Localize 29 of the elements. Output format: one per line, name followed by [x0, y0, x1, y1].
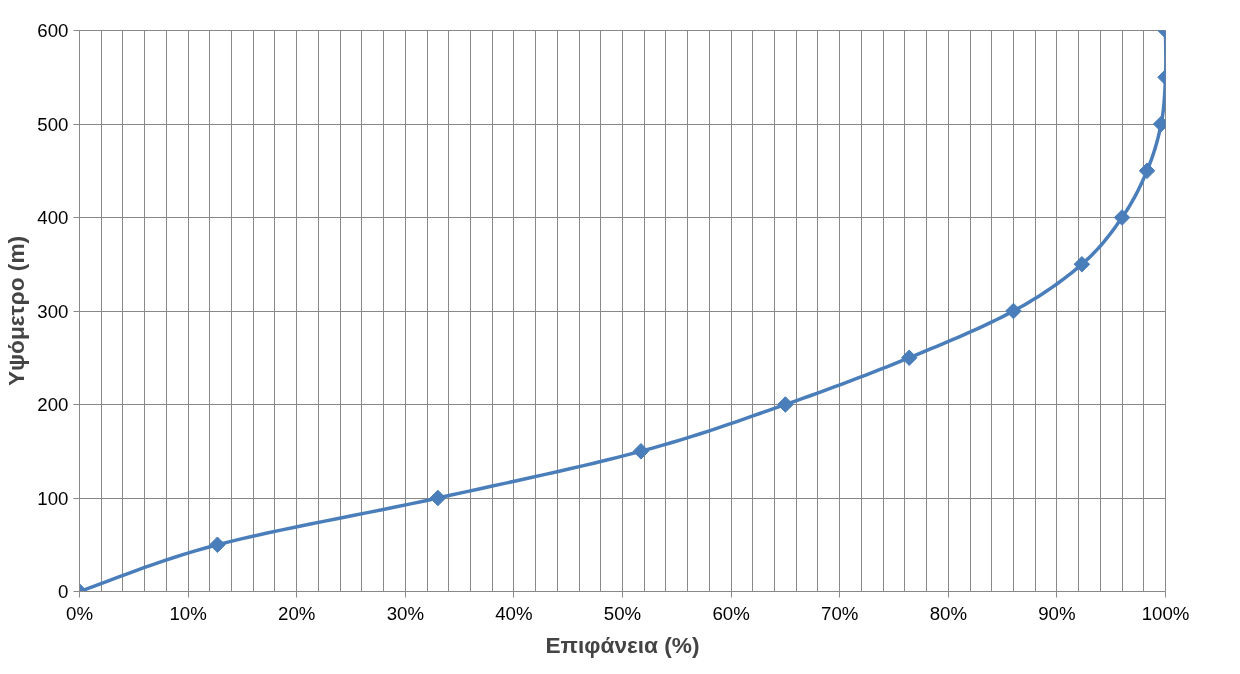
x-tick-label: 60%	[712, 602, 750, 624]
y-tick-label: 400	[37, 207, 69, 228]
x-tick-label: 100%	[1141, 602, 1190, 624]
x-tick-label: 0%	[66, 602, 93, 624]
x-tick-label: 30%	[386, 602, 424, 624]
y-tick-label: 0	[58, 581, 69, 602]
point	[632, 442, 650, 460]
point	[429, 489, 447, 507]
y-tick-label: 500	[37, 113, 69, 135]
x-tick-label: 40%	[495, 602, 533, 624]
y-tick-label: 100	[37, 487, 69, 509]
point	[777, 396, 794, 413]
point	[209, 536, 226, 554]
y-axis-title: Υψόμετρο (m)	[3, 235, 30, 387]
point	[1005, 302, 1022, 320]
point	[1138, 162, 1156, 180]
point	[1073, 255, 1091, 273]
point	[1113, 209, 1131, 226]
x-tick-label: 80%	[929, 602, 967, 624]
y-tick-label: 200	[37, 394, 69, 415]
x-axis-title: Επιφάνεια (%)	[545, 631, 700, 658]
x-tick-label: 10%	[169, 602, 207, 624]
x-tick-label: 90%	[1038, 602, 1076, 624]
x-tick-label: 20%	[278, 602, 316, 624]
y-tick-label: 300	[37, 300, 69, 322]
x-tick-label: 70%	[821, 602, 859, 624]
x-tick-label: 50%	[603, 602, 642, 624]
point	[900, 349, 918, 367]
y-tick-label: 600	[37, 20, 69, 41]
